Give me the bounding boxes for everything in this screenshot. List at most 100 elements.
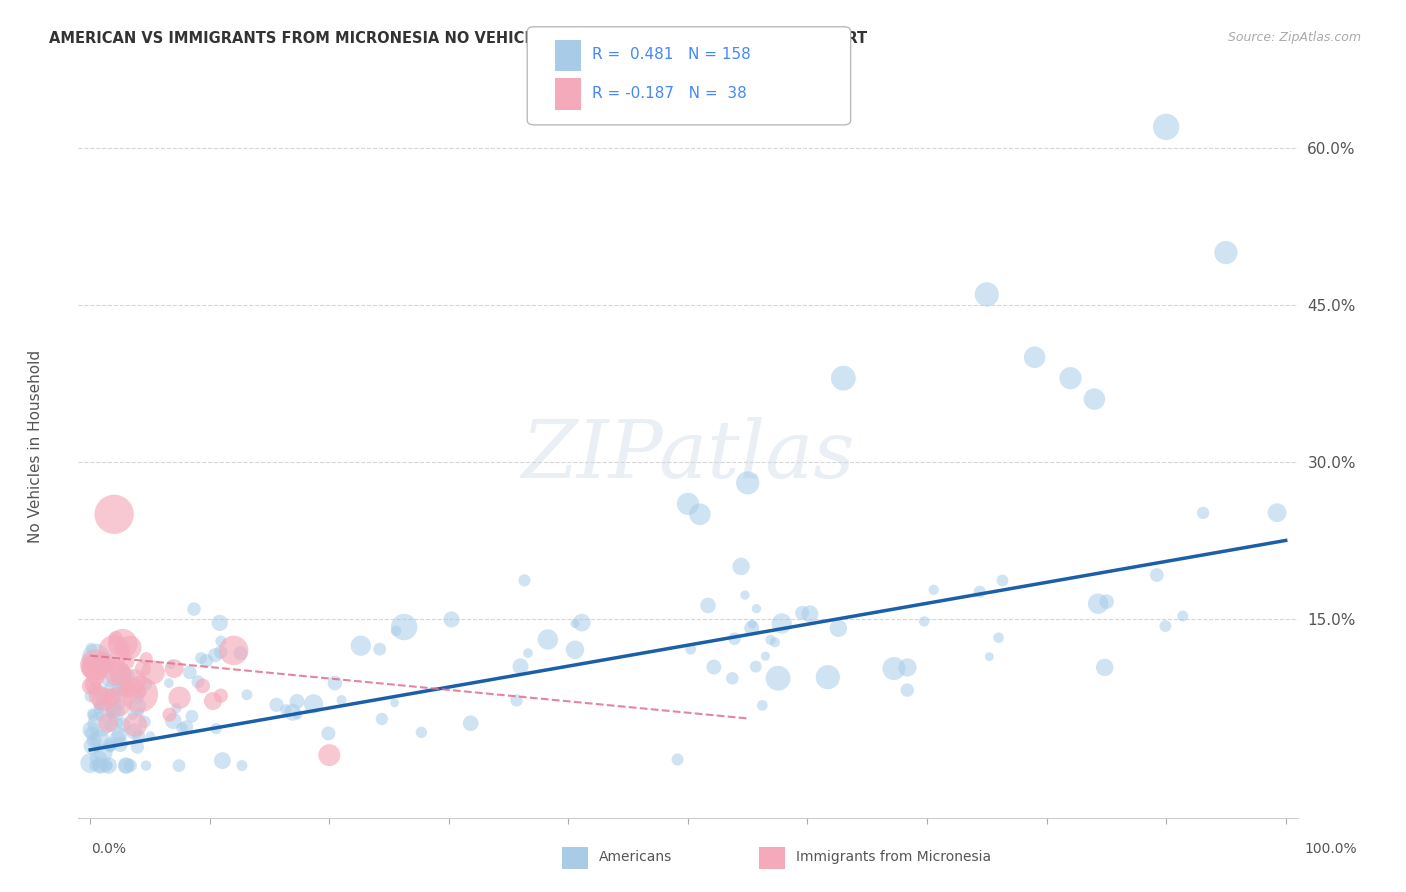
Point [124,718,146,732]
Point [163,662,186,676]
Point [110,641,132,656]
Point [122,674,145,689]
Point [166,701,188,715]
Point [83,733,105,747]
Point [135,677,157,691]
Point [112,683,135,698]
Text: Americans: Americans [599,850,672,864]
Point [287,707,309,722]
Point [79,690,101,704]
Point [83,758,105,772]
Point [91,746,114,760]
Point [89,758,111,772]
Point [89,732,111,747]
Point [89,709,111,723]
Point [330,693,353,707]
Point [115,655,138,669]
Point [1087,597,1109,611]
Point [751,698,773,713]
Point [89,758,111,772]
Point [98,738,121,752]
Point [115,758,138,772]
Point [1265,506,1288,520]
Point [208,615,231,630]
Point [912,615,935,629]
Point [114,669,136,683]
Point [211,754,233,768]
Point [183,602,205,616]
Point [766,671,789,685]
Point [90,655,112,669]
Point [1146,568,1168,582]
Point [969,584,991,599]
Point [745,659,768,673]
Text: R = -0.187   N =  38: R = -0.187 N = 38 [592,87,747,101]
Point [142,665,165,680]
Point [987,631,1010,645]
Point [318,726,340,740]
Point [139,729,162,743]
Point [167,758,190,772]
Point [392,620,415,634]
Point [79,756,101,770]
Text: ZIPatlas: ZIPatlas [522,417,855,495]
Point [90,685,112,699]
Point [105,731,128,746]
Point [122,681,145,695]
Point [730,559,752,574]
Point [100,706,122,721]
Point [236,688,259,702]
Point [82,657,104,672]
Point [384,696,406,710]
Point [87,662,110,676]
Point [1154,619,1177,633]
Point [759,632,782,647]
Point [323,676,346,690]
Point [222,643,245,657]
Point [84,657,107,672]
Point [103,681,125,695]
Point [734,588,756,602]
Point [754,649,776,664]
Point [127,740,149,755]
Point [112,718,135,732]
Point [1094,660,1116,674]
Point [832,371,855,385]
Point [117,680,139,694]
Point [111,637,134,651]
Point [745,601,768,615]
Point [87,689,110,703]
Point [231,758,253,772]
Point [101,691,124,706]
Point [564,642,586,657]
Point [209,634,232,648]
Point [896,660,918,674]
Point [110,737,132,751]
Point [124,724,146,739]
Point [120,758,142,772]
Point [205,722,228,736]
Point [790,606,813,620]
Point [80,706,103,721]
Point [84,669,107,683]
Point [80,679,103,693]
Point [350,639,373,653]
Point [100,690,122,704]
Point [91,691,114,706]
Point [676,497,699,511]
Point [1059,371,1081,385]
Point [127,690,149,705]
Point [107,695,129,709]
Point [571,615,593,630]
Point [82,708,104,723]
Point [104,631,127,645]
Point [411,725,433,739]
Point [80,682,103,697]
Point [108,667,131,681]
Point [117,668,139,682]
Text: R =  0.481   N = 158: R = 0.481 N = 158 [592,47,751,62]
Point [132,662,155,676]
Point [107,715,129,730]
Point [98,739,121,753]
Point [97,659,120,673]
